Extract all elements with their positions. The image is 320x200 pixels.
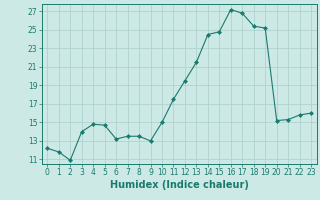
X-axis label: Humidex (Indice chaleur): Humidex (Indice chaleur) bbox=[110, 180, 249, 190]
